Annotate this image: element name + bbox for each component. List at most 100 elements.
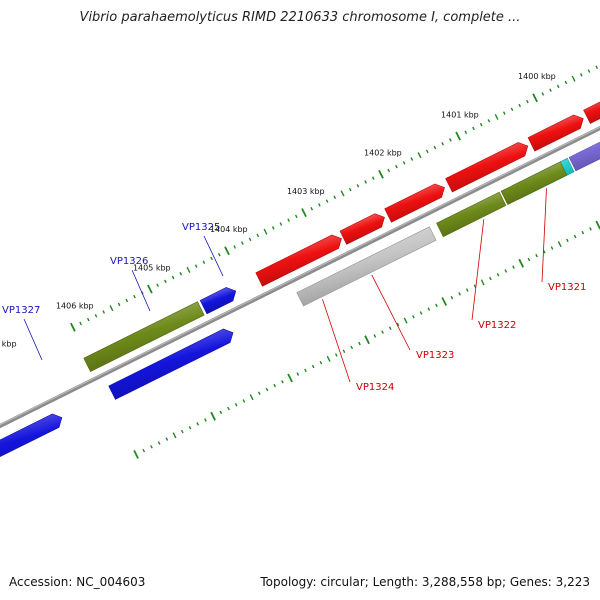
gene-blue-3	[108, 328, 234, 400]
outer-tick	[202, 260, 206, 265]
outer-tick	[449, 138, 452, 142]
outer-tick	[241, 241, 244, 245]
outer-tick	[125, 298, 129, 303]
kbp-label: 1403 kbp	[287, 187, 325, 196]
outer-tick	[455, 131, 461, 141]
inner-tick	[287, 373, 293, 383]
inner-tick	[350, 345, 354, 350]
inner-tick	[304, 368, 307, 373]
inner-tick	[465, 288, 469, 292]
kbp-label: 1400 kbp	[518, 72, 556, 81]
outer-tick	[263, 228, 268, 235]
inner-tick	[489, 276, 492, 281]
gene-labels: VP1321 VP1322 VP1323 VP1324 VP1325 VP1326 VP13…	[2, 222, 586, 393]
leader-line	[371, 274, 411, 351]
inner-tick	[342, 349, 346, 354]
inner-tick	[296, 372, 300, 376]
gene-purple-1	[568, 141, 600, 172]
kbp-labels: 1400 kbp 1401 kbp 1402 kbp 1403 kbp 1404 kbp…	[0, 72, 556, 349]
outer-tick	[256, 233, 260, 238]
outer-tick	[526, 99, 529, 104]
inner-tick	[364, 335, 370, 345]
outer-tick	[318, 203, 321, 207]
leader-line	[471, 219, 485, 321]
outer-tick	[287, 218, 290, 222]
gene-features	[0, 101, 600, 458]
outer-tick	[310, 206, 314, 211]
inner-tick	[242, 399, 246, 403]
outer-tick	[186, 266, 191, 273]
gene-red-6	[255, 234, 342, 287]
inner-tick	[518, 258, 525, 268]
inner-tick	[589, 227, 592, 231]
gene-red-1	[583, 101, 600, 124]
outer-tick	[479, 122, 483, 127]
inner-tick	[172, 432, 177, 439]
inner-tick	[210, 411, 216, 421]
outer-tick	[472, 126, 475, 131]
outer-tick	[402, 161, 406, 165]
inner-tick	[458, 292, 461, 296]
outer-tick	[163, 279, 167, 284]
inner-tick	[427, 307, 431, 311]
kbp-label: 1406 kbp	[56, 302, 94, 311]
backbone-line	[0, 125, 600, 429]
outer-tick	[541, 92, 545, 96]
outer-tick	[248, 237, 252, 242]
leader-line	[322, 299, 351, 383]
inner-tick	[157, 441, 161, 445]
outer-tick	[94, 314, 98, 318]
outer-tick	[387, 168, 391, 173]
inner-tick	[281, 380, 284, 384]
outer-tick	[117, 302, 121, 307]
outer-tick	[224, 246, 230, 256]
inner-tick	[358, 341, 361, 346]
inner-tick	[196, 422, 200, 426]
inner-tick	[257, 391, 261, 396]
backbone	[0, 125, 600, 429]
inner-tick	[150, 445, 153, 449]
inner-tick	[496, 272, 500, 277]
gene-red-2	[527, 114, 584, 152]
inner-tick	[265, 387, 269, 392]
inner-tick	[566, 238, 569, 243]
outer-tick	[395, 164, 398, 169]
gene-label: VP1323	[416, 350, 454, 361]
inner-tick	[535, 253, 538, 258]
outer-tick	[487, 119, 491, 123]
gene-red-5	[339, 213, 385, 245]
outer-tick	[595, 65, 599, 70]
inner-tick	[512, 265, 515, 269]
gene-label: VP1325	[182, 222, 220, 233]
gene-label: VP1326	[110, 256, 148, 267]
outer-tick	[587, 69, 591, 73]
inner-tick	[249, 394, 254, 401]
inner-tick	[188, 425, 192, 430]
inner-tick	[450, 295, 454, 300]
inner-tick	[180, 429, 184, 434]
inner-tick	[573, 234, 577, 239]
outer-tick	[301, 208, 307, 217]
outer-tick	[556, 84, 560, 89]
kbp-label: 1404 kbp	[210, 225, 248, 234]
outer-tick	[441, 141, 445, 146]
leader-line	[541, 188, 547, 283]
gene-label: VP1321	[548, 282, 586, 293]
inner-tick	[441, 297, 448, 306]
gene-label: VP1324	[356, 382, 394, 393]
outer-tick	[364, 180, 367, 184]
kbp-label: 1407 kbp	[0, 340, 17, 349]
outer-tick	[179, 271, 183, 276]
outer-tick	[233, 245, 237, 249]
gene-olive-1	[83, 301, 205, 373]
inner-tick	[219, 410, 223, 415]
gene-blue-4	[0, 413, 63, 458]
inner-tick	[595, 220, 600, 230]
label-leader-lines	[23, 188, 547, 383]
gene-red-4	[384, 183, 445, 223]
outer-tick	[86, 317, 90, 322]
kbp-label: 1401 kbp	[441, 110, 479, 119]
outer-tick	[579, 73, 583, 77]
inner-tick	[412, 315, 415, 319]
outer-tick	[70, 322, 76, 332]
